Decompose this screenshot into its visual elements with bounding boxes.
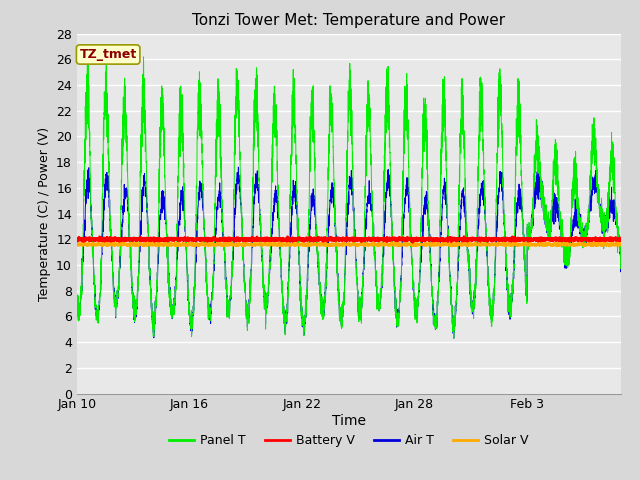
- Legend: Panel T, Battery V, Air T, Solar V: Panel T, Battery V, Air T, Solar V: [164, 429, 533, 452]
- Text: TZ_tmet: TZ_tmet: [79, 48, 137, 61]
- Y-axis label: Temperature (C) / Power (V): Temperature (C) / Power (V): [38, 127, 51, 300]
- X-axis label: Time: Time: [332, 414, 366, 428]
- Title: Tonzi Tower Met: Temperature and Power: Tonzi Tower Met: Temperature and Power: [192, 13, 506, 28]
